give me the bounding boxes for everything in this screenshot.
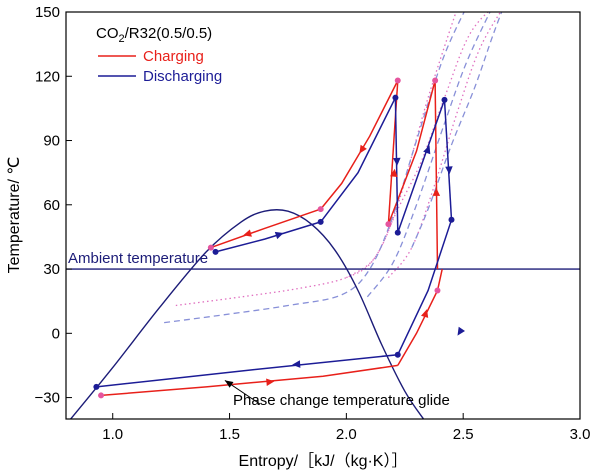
cycle-series xyxy=(93,77,465,399)
charging-point-0 xyxy=(98,392,105,399)
x-axis-ticks: 1.0 1.5 2.0 2.5 3.0 xyxy=(102,413,590,443)
charging-heating-1 xyxy=(397,268,443,366)
legend-label-discharging: Discharging xyxy=(143,68,222,85)
y-tick-label-3: 60 xyxy=(43,197,60,214)
legend-title-main: CO xyxy=(96,25,119,42)
discharging-return xyxy=(96,353,398,388)
arrow-charging-3 xyxy=(432,187,441,196)
guide-dotted-3 xyxy=(387,12,502,279)
arrow-charging-5 xyxy=(359,144,367,154)
guide-dotted-1 xyxy=(175,12,457,307)
discharging-point-2 xyxy=(317,218,324,225)
glide-arrowhead xyxy=(224,380,234,388)
y-axis-ticks: −30 0 30 60 90 120 150 xyxy=(35,4,72,407)
charging-point-2 xyxy=(317,206,324,213)
charging-point-5 xyxy=(432,77,439,84)
arrow-discharging-3 xyxy=(423,145,431,155)
charging-point-1 xyxy=(207,244,214,251)
charging-compression-hp xyxy=(434,80,439,270)
discharging-evaporation-top xyxy=(215,221,321,253)
x-tick-label-3: 2.5 xyxy=(453,426,474,443)
charging-point-4 xyxy=(394,77,401,84)
charging-condensation xyxy=(210,208,321,249)
guide-dashed-1 xyxy=(164,12,465,324)
discharging-drop-2 xyxy=(443,99,453,220)
arrow-discharging-1 xyxy=(274,231,284,240)
charging-evaporation xyxy=(100,364,398,397)
legend-label-charging: Charging xyxy=(143,48,204,65)
saturation-dome-curve xyxy=(70,209,425,419)
discharging-point-4 xyxy=(394,229,401,236)
x-tick-label-4: 3.0 xyxy=(570,426,591,443)
legend-title-rest: /R32(0.5/0.5) xyxy=(125,25,213,42)
saturation-dome xyxy=(70,209,425,419)
arrow-charging-1 xyxy=(266,378,275,386)
y-tick-label-5: 120 xyxy=(35,68,60,85)
charging-point-6 xyxy=(434,287,441,294)
y-tick-label-0: −30 xyxy=(35,390,60,407)
x-tick-label-2: 2.0 xyxy=(336,426,357,443)
guide-dashed-3 xyxy=(411,12,503,248)
x-tick-label-1: 1.5 xyxy=(219,426,240,443)
arrow-discharging-6 xyxy=(457,326,465,336)
legend: CO2/R32(0.5/0.5) Charging Discharging xyxy=(96,25,222,85)
discharging-point-3 xyxy=(392,94,399,101)
ambient-temperature-label: Ambient temperature xyxy=(68,250,208,267)
guide-dashed-2 xyxy=(366,12,491,298)
discharging-compression-2 xyxy=(397,99,446,233)
discharging-drop-1 xyxy=(394,97,399,233)
x-tick-label-0: 1.0 xyxy=(102,426,123,443)
discharging-point-7 xyxy=(394,351,401,358)
guide-curves xyxy=(164,12,503,324)
y-tick-label-1: 0 xyxy=(52,325,60,342)
x-axis-label: Entropy/［kJ/（kg·K）］ xyxy=(239,452,408,470)
discharging-compression xyxy=(320,97,397,223)
arrow-charging-2 xyxy=(421,309,429,318)
arrow-discharging-2 xyxy=(393,157,401,166)
phase-change-glide-annotation: Phase change temperature glide xyxy=(224,380,450,409)
discharging-cooling xyxy=(397,219,453,356)
charging-desuperheat xyxy=(320,80,399,210)
y-tick-label-6: 150 xyxy=(35,4,60,21)
guide-dotted-2 xyxy=(345,12,489,279)
y-tick-label-4: 90 xyxy=(43,133,60,150)
discharging-point-1 xyxy=(212,248,219,255)
discharging-point-0 xyxy=(93,383,100,390)
discharging-point-5 xyxy=(441,96,448,103)
y-tick-label-2: 30 xyxy=(43,261,60,278)
y-axis-label: Temperature/ ℃ xyxy=(6,157,23,274)
arrow-charging-6 xyxy=(243,229,252,237)
arrow-discharging-5 xyxy=(292,360,301,368)
arrow-discharging-4 xyxy=(445,166,453,175)
legend-title-sub: 2 xyxy=(119,33,125,45)
phase-change-glide-label: Phase change temperature glide xyxy=(233,392,450,409)
legend-title: CO2/R32(0.5/0.5) xyxy=(96,25,212,45)
arrow-charging-4 xyxy=(390,168,398,177)
discharging-point-6 xyxy=(448,216,455,223)
plot-frame xyxy=(65,11,581,420)
charging-point-3 xyxy=(385,221,392,228)
